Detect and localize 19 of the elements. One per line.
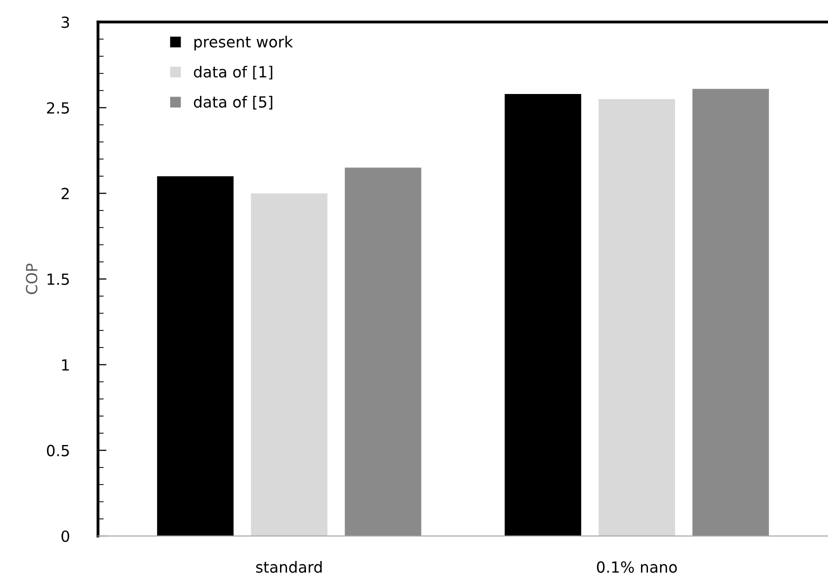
bar (598, 99, 676, 536)
bar (504, 94, 582, 536)
y-tick-label: 1.5 (48, 274, 69, 286)
legend-label: data of [5] (194, 96, 272, 110)
bar (250, 193, 328, 536)
y-tick-label: 0 (62, 530, 70, 542)
bar (692, 88, 769, 536)
x-tick-label: standard (256, 561, 322, 573)
legend-label: present work (194, 36, 293, 51)
y-axis-title: COP (26, 264, 38, 294)
y-tick-label: 0.5 (46, 444, 69, 456)
x-tick-label: 0.1% nano (596, 561, 677, 573)
bar (157, 176, 234, 536)
y-tick-label: 2.5 (47, 102, 69, 114)
legend-label: data of [1] (194, 66, 272, 80)
y-tick-label: 1 (62, 359, 69, 370)
y-tick-label: 2 (62, 188, 69, 200)
y-tick-label: 3 (62, 16, 69, 28)
bar (344, 168, 422, 536)
